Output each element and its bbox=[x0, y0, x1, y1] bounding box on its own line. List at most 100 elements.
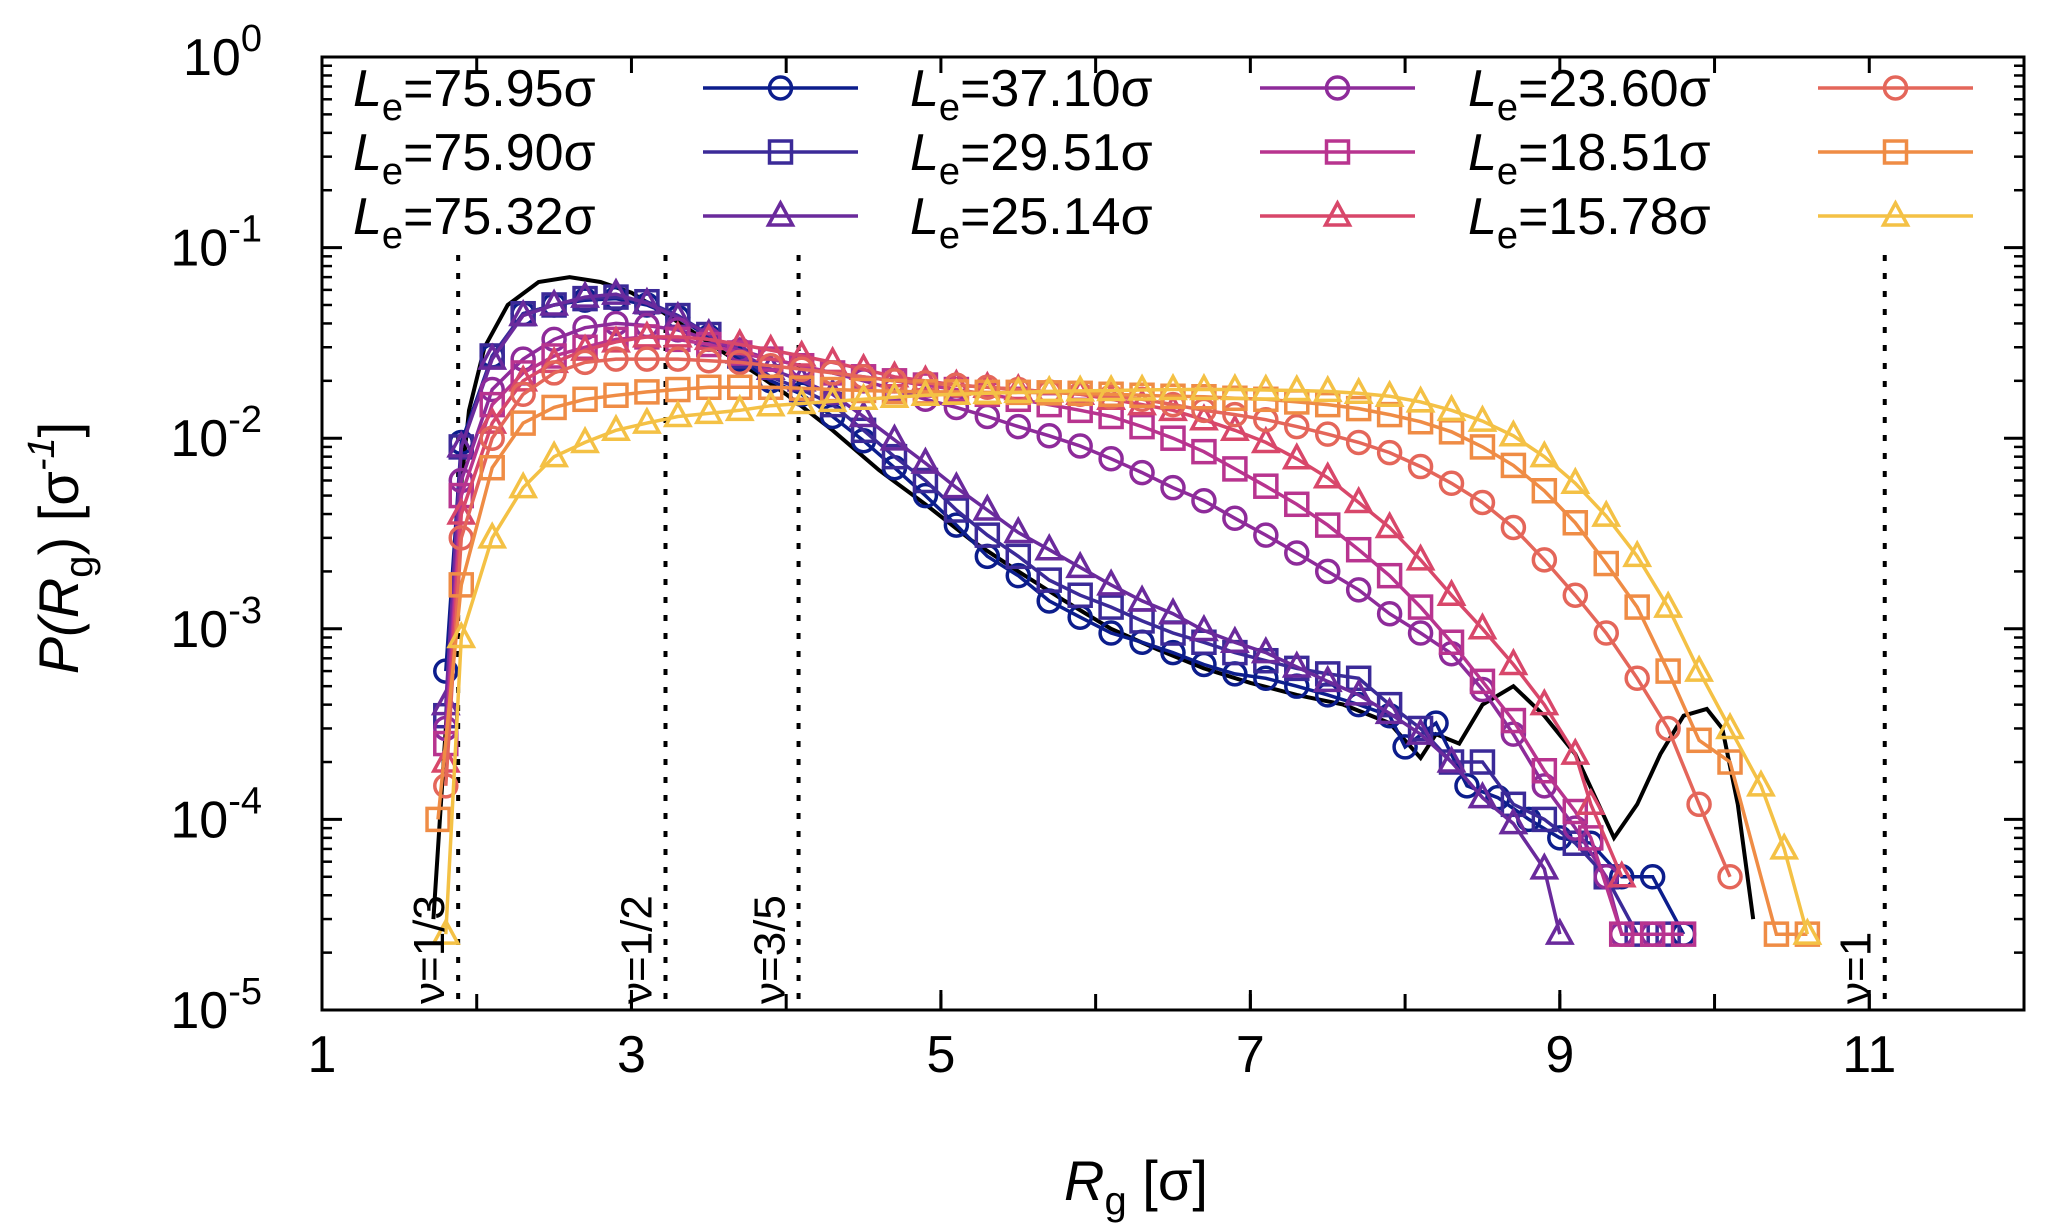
series-4-point-1 bbox=[448, 482, 475, 509]
series-4-point-35 bbox=[1500, 707, 1527, 734]
legend-marker-0 bbox=[767, 75, 794, 101]
series-4-point-37 bbox=[1562, 798, 1589, 825]
series-2-point-7 bbox=[631, 286, 662, 315]
legend-label-6: Le=23.60σ bbox=[1468, 60, 1711, 129]
series-2-point-2 bbox=[477, 342, 508, 370]
series-5-point-32 bbox=[1405, 543, 1436, 571]
series-8-point-36 bbox=[1529, 440, 1560, 468]
series-3-point-26 bbox=[1222, 505, 1248, 532]
series-4-point-41 bbox=[1670, 921, 1697, 947]
series-7-point-43 bbox=[1763, 921, 1790, 947]
series-8-point-4 bbox=[539, 440, 570, 468]
series-line-7 bbox=[436, 385, 1808, 936]
series-2-point-17 bbox=[941, 471, 972, 499]
series-1-point-19 bbox=[1005, 543, 1032, 570]
series-8-point-3 bbox=[508, 471, 539, 499]
series-3-point-32 bbox=[1407, 620, 1434, 646]
series-6-point-31 bbox=[1376, 439, 1403, 466]
series-7-point-37 bbox=[1562, 510, 1589, 536]
series-8-point-16 bbox=[910, 378, 941, 407]
series-6-point-4 bbox=[541, 360, 567, 386]
reference-label-2: ν=3/5 bbox=[746, 895, 795, 1004]
series-7-point-0 bbox=[425, 806, 451, 833]
series-7-point-29 bbox=[1314, 391, 1341, 418]
series-4-point-39 bbox=[1608, 921, 1635, 947]
series-7-point-30 bbox=[1345, 395, 1372, 422]
series-7-point-34 bbox=[1469, 434, 1496, 460]
series-5-point-2 bbox=[477, 406, 508, 434]
series-8-point-28 bbox=[1281, 373, 1312, 402]
legend-marker-7 bbox=[1882, 139, 1909, 165]
series-8-point-1 bbox=[446, 620, 477, 649]
series-4-point-2 bbox=[479, 391, 505, 418]
series-5-point-6 bbox=[601, 325, 631, 353]
series-1-point-22 bbox=[1098, 594, 1124, 620]
series-4-point-30 bbox=[1345, 536, 1372, 563]
series-6-point-10 bbox=[727, 349, 753, 376]
series-6-point-2 bbox=[479, 425, 505, 451]
series-4-point-38 bbox=[1578, 825, 1604, 851]
series-4-point-24 bbox=[1160, 425, 1186, 451]
y-tick-label-4: 10-1 bbox=[170, 209, 262, 278]
legend-marker-3 bbox=[1324, 75, 1351, 101]
legend-label-1: Le=75.90σ bbox=[353, 124, 596, 193]
series-0-point-19 bbox=[1005, 562, 1032, 589]
series-2-point-37 bbox=[1544, 917, 1575, 945]
series-5-point-10 bbox=[724, 327, 755, 356]
series-8-point-41 bbox=[1684, 654, 1715, 682]
series-6-point-35 bbox=[1500, 514, 1527, 541]
series-7-point-15 bbox=[881, 378, 908, 405]
series-6-point-38 bbox=[1593, 620, 1619, 646]
series-2-point-15 bbox=[879, 423, 910, 451]
series-8-point-22 bbox=[1096, 373, 1127, 402]
plot-area bbox=[425, 255, 1887, 1010]
series-7-point-11 bbox=[757, 374, 784, 401]
series-7-point-39 bbox=[1624, 594, 1650, 620]
series-3-point-6 bbox=[603, 310, 629, 337]
y-tick-label-3: 10-2 bbox=[170, 399, 262, 468]
series-2-point-4 bbox=[539, 288, 570, 316]
series-6-point-30 bbox=[1345, 429, 1372, 456]
series-5-point-26 bbox=[1219, 413, 1250, 442]
series-0-point-22 bbox=[1098, 620, 1124, 646]
series-8 bbox=[430, 372, 1823, 945]
series-6-point-3 bbox=[510, 381, 536, 408]
legend-label-4: Le=29.51σ bbox=[910, 124, 1153, 193]
series-8-point-40 bbox=[1653, 590, 1684, 618]
series-2-point-29 bbox=[1312, 664, 1343, 693]
x-tick-label-2: 5 bbox=[926, 1026, 955, 1084]
series-8-point-27 bbox=[1250, 373, 1281, 401]
series-7-point-41 bbox=[1686, 727, 1712, 754]
series-3-point-22 bbox=[1098, 446, 1124, 472]
series-7-point-4 bbox=[541, 394, 567, 421]
series-0-point-27 bbox=[1253, 665, 1279, 692]
series-7-point-1 bbox=[448, 572, 475, 598]
series-0-point-34 bbox=[1454, 773, 1480, 799]
series-5-point-35 bbox=[1498, 647, 1529, 676]
series-4-point-4 bbox=[541, 343, 567, 369]
series-line-8 bbox=[444, 387, 1810, 935]
series-6-point-42 bbox=[1717, 864, 1743, 890]
series-4-point-36 bbox=[1531, 757, 1558, 784]
series-2-point-13 bbox=[817, 377, 848, 406]
reference-label-1: ν=1/2 bbox=[612, 895, 661, 1004]
series-6-point-37 bbox=[1562, 582, 1589, 608]
series-7-point-36 bbox=[1531, 478, 1558, 504]
series-5-point-5 bbox=[570, 333, 600, 361]
series-8-point-33 bbox=[1436, 393, 1467, 422]
series-8-point-10 bbox=[724, 393, 755, 422]
series-3-point-28 bbox=[1284, 540, 1310, 566]
axis-titles: Rg [σ] P(Rg) [σ-1] bbox=[21, 422, 1208, 1223]
series-5-point-30 bbox=[1343, 485, 1374, 514]
series-2-point-35 bbox=[1498, 806, 1529, 835]
y-axis-title: P(Rg) [σ-1] bbox=[21, 422, 101, 674]
series-8-point-31 bbox=[1374, 379, 1405, 407]
series-7-point-7 bbox=[634, 379, 660, 405]
series-2-point-34 bbox=[1467, 781, 1498, 809]
legend-label-2: Le=75.32σ bbox=[353, 188, 596, 257]
series-0-point-32 bbox=[1392, 734, 1418, 760]
series-7-point-38 bbox=[1593, 550, 1619, 577]
series-1-point-16 bbox=[912, 467, 939, 494]
series-7-point-14 bbox=[850, 377, 877, 404]
